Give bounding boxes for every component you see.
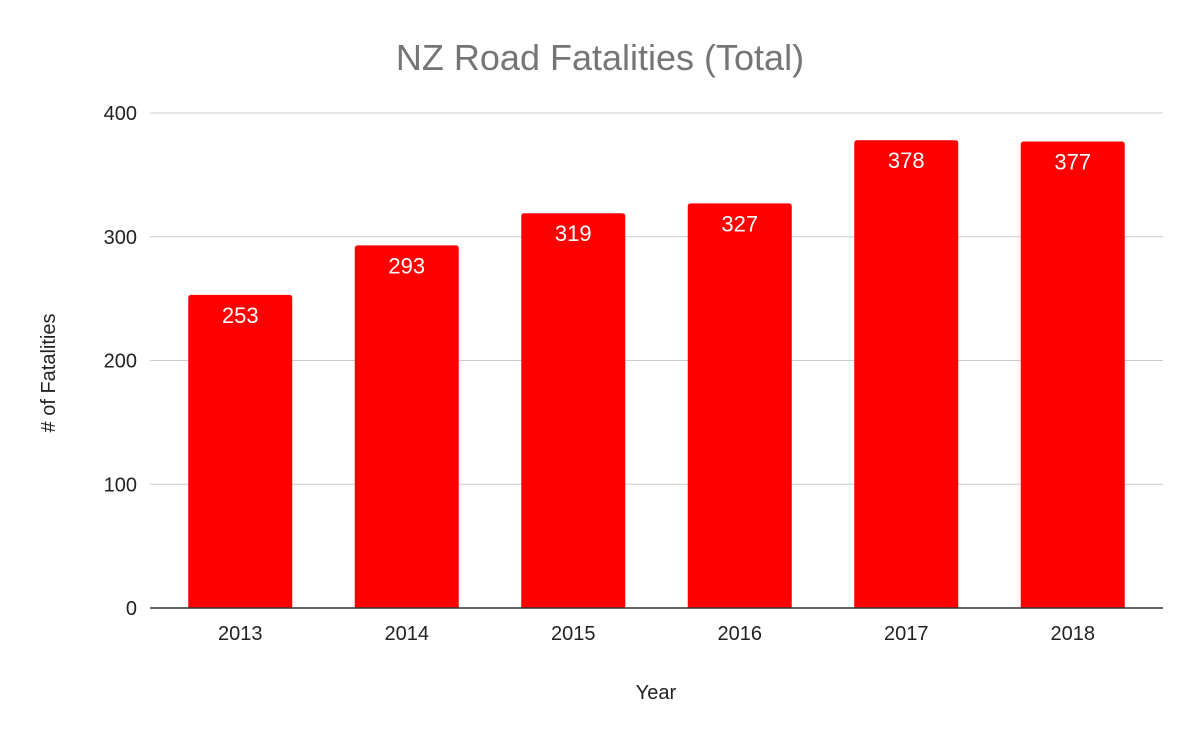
x-tick-label-2015: 2015 (551, 623, 596, 645)
data-label-2013: 253 (222, 303, 259, 328)
x-axis-title: Year (636, 682, 677, 704)
x-tick-label-2017: 2017 (884, 623, 929, 645)
bar-2013 (188, 294, 293, 608)
bar-2018 (1020, 141, 1125, 608)
x-tick-label-2013: 2013 (218, 623, 263, 645)
y-axis-ticks: 0 100 200 300 400 (104, 103, 137, 620)
x-tick-label-2016: 2016 (718, 623, 763, 645)
data-labels: 253 293 319 327 378 377 (222, 148, 1091, 328)
data-label-2015: 319 (555, 221, 592, 246)
y-tick-label-0: 0 (126, 598, 137, 620)
x-tick-label-2018: 2018 (1051, 623, 1096, 645)
bars (188, 140, 1125, 609)
x-axis-ticks: 2013 2014 2015 2016 2017 2018 (218, 623, 1095, 645)
bar-2014 (354, 245, 459, 608)
y-tick-label-300: 300 (104, 227, 137, 249)
gridlines (150, 112, 1163, 485)
bar-2015 (521, 213, 626, 609)
chart-title: NZ Road Fatalities (Total) (396, 37, 804, 78)
y-tick-label-400: 400 (104, 103, 137, 125)
data-label-2017: 378 (888, 148, 925, 173)
y-axis-title: # of Fatalities (38, 314, 60, 433)
x-tick-label-2014: 2014 (385, 623, 430, 645)
data-label-2018: 377 (1054, 149, 1091, 174)
data-label-2014: 293 (388, 253, 425, 278)
y-tick-label-100: 100 (104, 474, 137, 496)
bar-2017 (854, 140, 959, 608)
bar-2016 (687, 203, 792, 608)
y-tick-label-200: 200 (104, 351, 137, 373)
data-label-2016: 327 (721, 211, 758, 236)
